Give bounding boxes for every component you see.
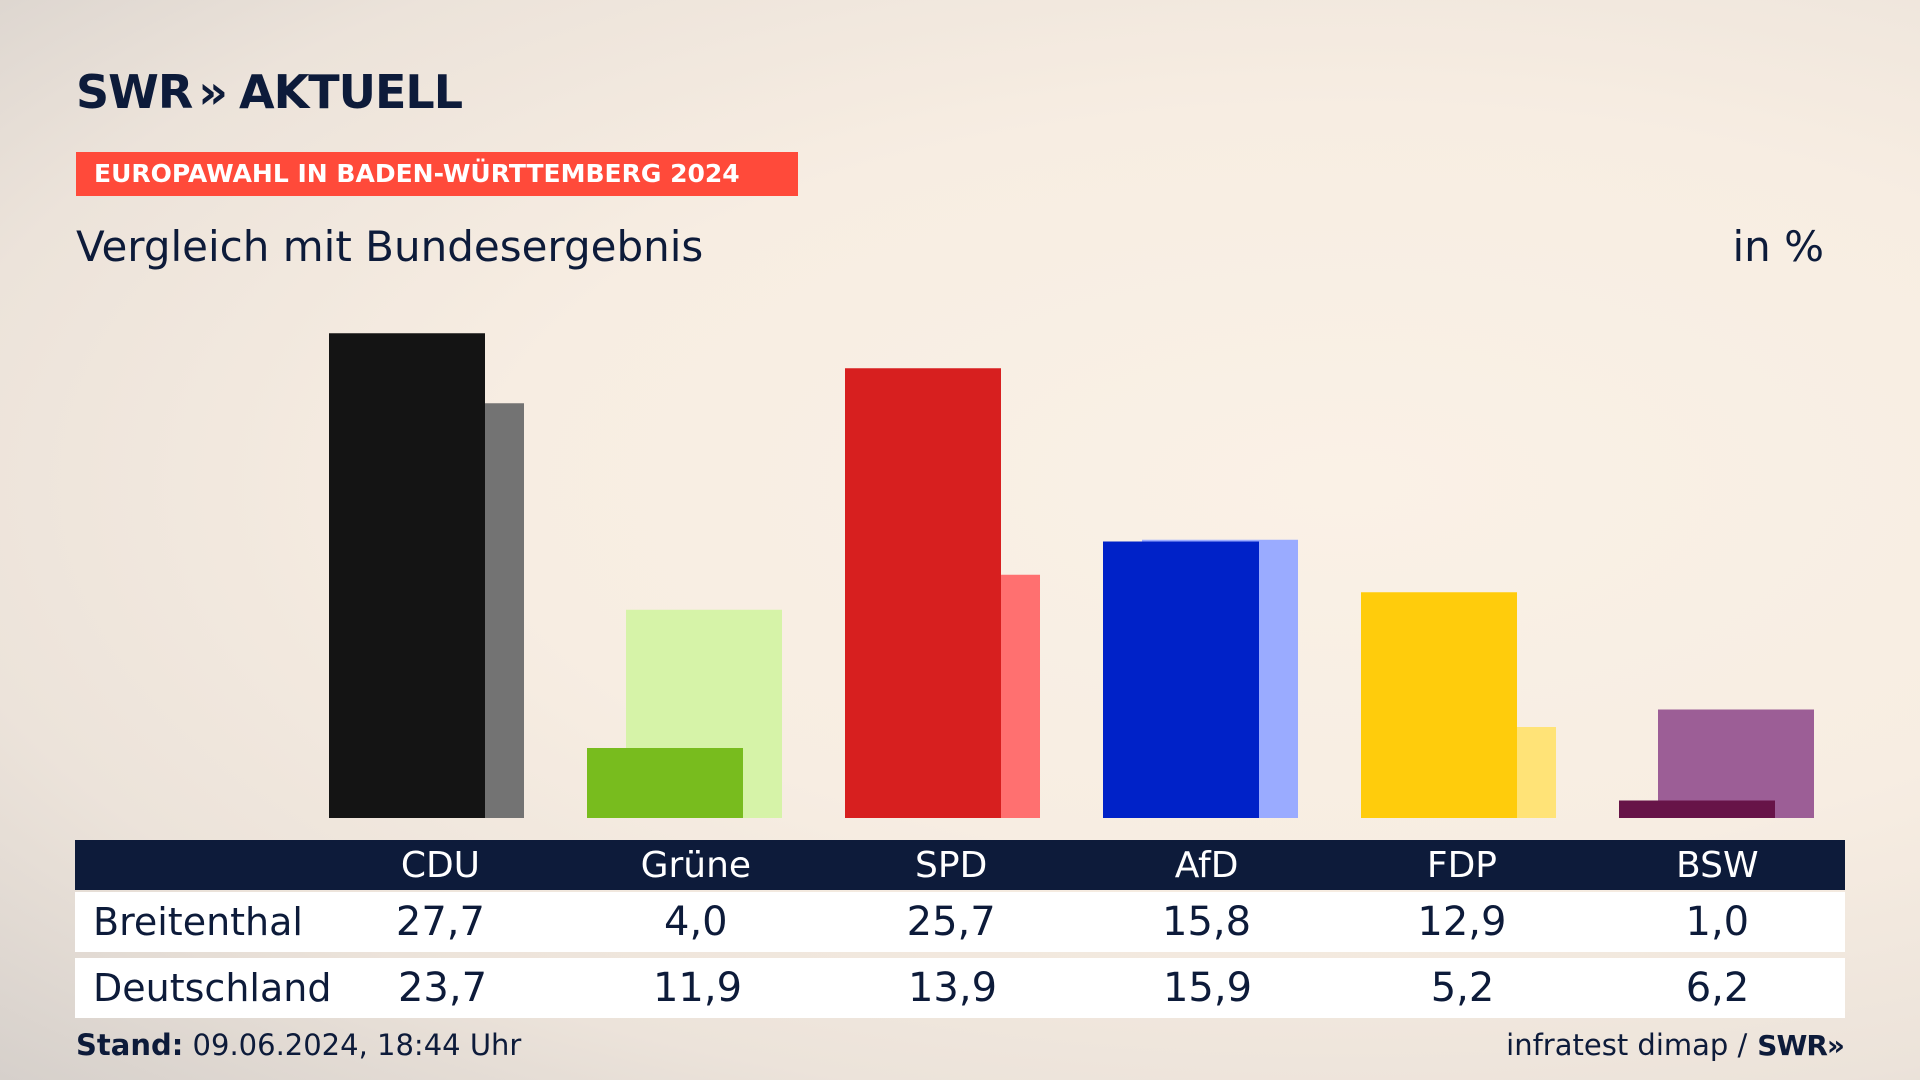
table-row: Breitenthal 27,7 4,0 25,7 15,8 12,9 1,0 <box>75 892 1845 952</box>
row-label: Breitenthal <box>93 900 303 944</box>
header-cdu: CDU <box>400 844 481 886</box>
bar-breitenthal-cdu <box>329 333 485 818</box>
table-cell: 5,2 <box>1430 965 1495 1011</box>
table-cell: 12,9 <box>1417 899 1507 945</box>
chart-subtitle: Vergleich mit Bundesergebnis <box>76 222 704 271</box>
table-cell: 13,9 <box>907 965 998 1011</box>
header-afd: AfD <box>1174 844 1239 886</box>
bar-breitenthal-afd <box>1103 541 1259 818</box>
swr-aktuell-logo: SWR » AKTUELL <box>76 65 463 119</box>
source-text: infratest dimap / <box>1506 1028 1748 1062</box>
header-fdp: FDP <box>1426 844 1497 886</box>
bar-deutschland-bsw <box>1658 709 1814 818</box>
table-cell: 27,7 <box>395 899 485 945</box>
table-row: Deutschland 23,7 11,9 13,9 15,9 5,2 6,2 <box>75 958 1845 1018</box>
unit-label: in % <box>1732 222 1824 271</box>
bar-breitenthal-fdp <box>1361 592 1517 818</box>
bar-breitenthal-gruene <box>587 748 743 818</box>
table-cell: 11,9 <box>652 965 743 1011</box>
bar-breitenthal-spd <box>845 368 1001 818</box>
bar-chart <box>329 333 1814 818</box>
stand-value: 09.06.2024, 18:44 Uhr <box>183 1028 522 1062</box>
table-cell: 15,9 <box>1162 965 1253 1011</box>
stand-label: Stand: <box>76 1028 184 1062</box>
header-spacer <box>75 840 313 890</box>
table-cell: 1,0 <box>1685 899 1750 945</box>
table-cell: 15,8 <box>1162 899 1252 945</box>
header-gruene: Grüne <box>640 844 752 886</box>
bar-breitenthal-bsw <box>1619 800 1775 818</box>
header-spd: SPD <box>915 844 988 886</box>
table-cell: 23,7 <box>397 965 488 1011</box>
table-header: CDU Grüne SPD AfD FDP BSW <box>75 840 1845 890</box>
timestamp: Stand: 09.06.2024, 18:44 Uhr <box>76 1028 521 1062</box>
table-cell: 25,7 <box>906 899 996 945</box>
kicker-banner: EUROPAWAHL IN BADEN-WÜRTTEMBERG 2024 <box>76 152 798 196</box>
results-table: CDU Grüne SPD AfD FDP BSW Breitenthal 27… <box>75 840 1845 1018</box>
swr-mini-logo: SWR» <box>1757 1028 1845 1062</box>
chevron-icon: » <box>198 65 228 119</box>
logo-swr: SWR <box>76 65 193 119</box>
table-cell: 4,0 <box>664 899 728 945</box>
row-label: Deutschland <box>93 966 332 1010</box>
logo-aktuell: AKTUELL <box>239 65 463 119</box>
table-cell: 6,2 <box>1685 965 1750 1011</box>
source-credit: infratest dimap / SWR» <box>1506 1028 1845 1062</box>
header-bsw: BSW <box>1676 844 1759 886</box>
